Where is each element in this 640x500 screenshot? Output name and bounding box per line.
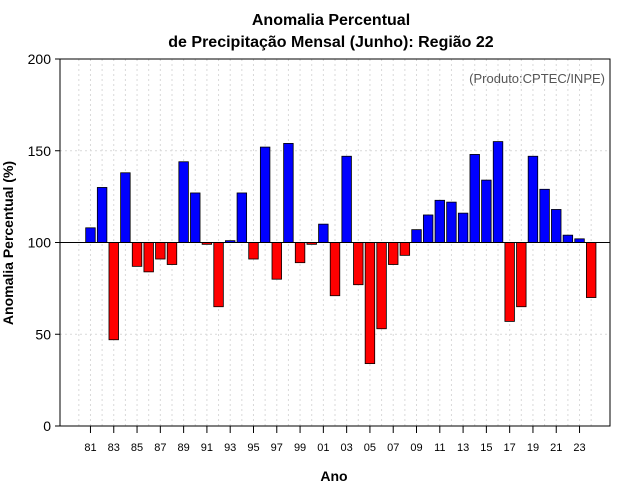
- bar-13: [457, 212, 469, 243]
- bar-90: [190, 192, 201, 243]
- bar-03: [341, 155, 352, 243]
- x-tick-label: 95: [247, 442, 259, 454]
- x-tick-label: 15: [480, 442, 492, 454]
- bar-96: [259, 146, 271, 243]
- x-tick-label: 99: [294, 442, 306, 454]
- x-tick-label: 87: [154, 442, 166, 454]
- bar-92: [213, 242, 224, 308]
- y-tick-label: 100: [28, 235, 52, 251]
- bar-95: [248, 242, 259, 260]
- y-tick-label: 150: [28, 143, 52, 159]
- bar-81: [85, 227, 96, 243]
- bar-15: [481, 179, 492, 243]
- bar-06: [376, 242, 387, 330]
- x-axis-ticks: 81 83 85 87 89 91 93 95 97 99 01 03 05 07 09 11 13 15 17 19…: [84, 426, 586, 454]
- x-tick-label: 09: [410, 442, 422, 454]
- bar-87: [155, 242, 166, 260]
- x-tick-label: 93: [224, 442, 236, 454]
- bar-19: [527, 155, 539, 243]
- x-tick-label: 23: [573, 442, 585, 454]
- chart-title-line-1: Anomalia Percentual: [252, 12, 410, 29]
- bar-14: [469, 154, 480, 243]
- x-tick-label: 11: [434, 442, 445, 454]
- bar-84: [120, 172, 131, 243]
- x-tick-label: 03: [341, 442, 353, 454]
- bar-10: [422, 214, 434, 243]
- x-tick-label: 91: [201, 442, 213, 454]
- x-tick-label: 17: [504, 442, 516, 454]
- bar-89: [178, 161, 189, 243]
- bar-01: [318, 223, 329, 243]
- grid-lines: [60, 58, 610, 427]
- x-tick-label: 89: [177, 442, 189, 454]
- x-axis-title: Ano: [320, 468, 347, 484]
- x-tick-label: 97: [271, 442, 283, 454]
- x-tick-label: 85: [131, 442, 143, 454]
- bar-94: [236, 192, 248, 243]
- bar-08: [399, 242, 411, 256]
- bar-12: [446, 201, 457, 243]
- bar-83: [108, 242, 119, 341]
- x-tick-label: 21: [550, 442, 562, 454]
- bar-11: [434, 199, 445, 243]
- bar-97: [271, 242, 282, 280]
- bar-98: [283, 143, 294, 243]
- bar-86: [143, 242, 154, 273]
- bar-07: [388, 242, 399, 265]
- bar-17: [504, 242, 515, 322]
- x-tick-label: 05: [364, 442, 376, 454]
- x-tick-label: 81: [84, 442, 96, 454]
- x-tick-label: 07: [387, 442, 399, 454]
- bar-23: [574, 238, 585, 243]
- bar-05: [364, 242, 376, 365]
- bar-85: [131, 242, 143, 267]
- bar-09: [411, 229, 422, 243]
- bar-16: [492, 141, 504, 243]
- bar-18: [516, 242, 527, 308]
- source-annotation: (Produto:CPTEC/INPE): [469, 71, 605, 86]
- bar-20: [539, 188, 550, 243]
- chart-title-line-2: de Precipitação Mensal (Junho): Região 2…: [168, 34, 494, 51]
- bar-02: [329, 242, 341, 297]
- x-tick-label: 19: [527, 442, 539, 454]
- x-tick-label: 01: [317, 442, 329, 454]
- bar-24: [586, 242, 597, 298]
- bar-04: [353, 242, 364, 286]
- bar-88: [166, 242, 178, 265]
- bar-22: [562, 234, 574, 243]
- bar-21: [551, 209, 562, 243]
- y-tick-label: 50: [35, 326, 51, 342]
- y-axis-title: Anomalia Percentual (%): [0, 161, 16, 325]
- y-tick-label: 0: [43, 418, 51, 434]
- bar-99: [294, 242, 306, 264]
- x-tick-label: 13: [457, 442, 469, 454]
- x-tick-label: 83: [108, 442, 120, 454]
- bars: [85, 141, 597, 365]
- y-axis-ticks: 0 50 100 150 200: [28, 51, 60, 434]
- bar-82: [96, 187, 108, 243]
- y-tick-label: 200: [28, 51, 52, 67]
